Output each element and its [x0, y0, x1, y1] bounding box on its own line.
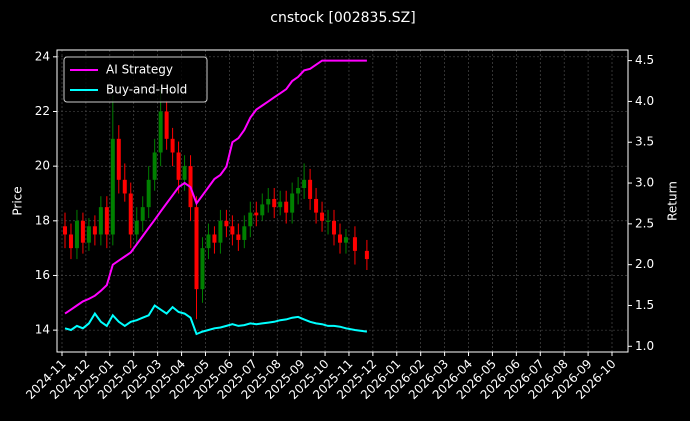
candle-body — [134, 220, 139, 235]
candle-body — [326, 220, 331, 222]
candle-body — [218, 220, 223, 243]
candle-body — [236, 234, 241, 240]
candle-body — [260, 204, 265, 216]
y2-tick-label: 1.0 — [635, 339, 654, 353]
candle-body — [68, 234, 73, 249]
y2-tick-label: 1.5 — [635, 298, 654, 312]
y2-axis-label: Return — [666, 181, 680, 221]
candle-body — [62, 226, 67, 235]
y2-tick-label: 2.5 — [635, 216, 654, 230]
candle-body — [206, 234, 211, 249]
candle-body — [352, 237, 357, 251]
y2-tick-label: 3.5 — [635, 135, 654, 149]
candle-body — [337, 234, 342, 243]
chart-title: cnstock [002835.SZ] — [270, 10, 415, 26]
candle-body — [152, 152, 157, 180]
candle-body — [364, 250, 369, 260]
candle-body — [200, 248, 205, 290]
y2-tick-label: 3.0 — [635, 176, 654, 190]
legend-box — [63, 56, 208, 103]
candle-body — [296, 188, 301, 194]
candle-body — [182, 166, 187, 180]
legend-label: AI Strategy — [106, 63, 173, 77]
candle-body — [272, 198, 277, 208]
candle-body — [284, 201, 289, 213]
y2-tick-label: 4.0 — [635, 94, 654, 108]
candle-body — [314, 198, 319, 213]
series-line — [64, 59, 367, 315]
y-tick-label: 18 — [35, 213, 50, 227]
candle-body — [164, 111, 169, 139]
candle-body — [128, 193, 133, 235]
candle-body — [80, 220, 85, 243]
y-axis-label: Price — [11, 186, 25, 215]
candle-body — [98, 207, 103, 235]
candle-body — [332, 220, 337, 235]
candle-body — [224, 220, 229, 227]
candle-body — [194, 207, 199, 290]
candle-body — [212, 234, 217, 243]
candle-body — [254, 212, 259, 216]
y-tick-label: 24 — [35, 49, 50, 63]
candle-body — [176, 152, 181, 180]
candle-body — [302, 179, 307, 189]
candle-body — [248, 212, 253, 227]
candle-body — [86, 226, 91, 243]
candle-body — [116, 138, 121, 180]
candle-body — [290, 193, 295, 213]
y-tick-label: 16 — [35, 268, 50, 282]
candle-body — [110, 138, 115, 235]
candle-body — [320, 212, 325, 221]
candle-body — [343, 237, 348, 243]
candle-body — [74, 220, 79, 249]
y-tick-label: 22 — [35, 104, 50, 118]
plot-frame — [56, 49, 629, 353]
candle-body — [170, 138, 175, 153]
candle-body — [92, 226, 97, 235]
candle-body — [146, 179, 151, 208]
series-line — [64, 304, 368, 336]
candle-body — [242, 226, 247, 240]
candle-body — [278, 201, 283, 208]
candle-body — [158, 111, 163, 153]
candle-body — [266, 198, 271, 205]
candle-body — [230, 226, 235, 235]
y-tick-label: 14 — [35, 323, 50, 337]
candle-body — [140, 207, 145, 221]
y2-tick-label: 2.0 — [635, 257, 654, 271]
legend-label: Buy-and-Hold — [106, 83, 187, 97]
y2-tick-label: 4.5 — [635, 53, 654, 67]
y-tick-label: 20 — [35, 159, 50, 173]
candle-body — [104, 207, 109, 235]
candle-body — [308, 179, 313, 199]
candle-body — [122, 179, 127, 194]
